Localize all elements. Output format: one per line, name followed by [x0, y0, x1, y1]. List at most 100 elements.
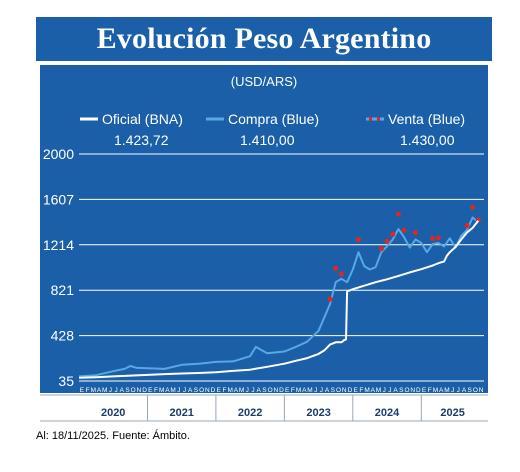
- x-month-label: S: [125, 387, 130, 394]
- x-month-label: A: [439, 387, 444, 394]
- x-month-label: M: [102, 387, 107, 394]
- x-month-label: S: [399, 387, 404, 394]
- x-month-label: M: [364, 387, 369, 394]
- x-month-label: A: [165, 387, 170, 394]
- x-month-label: E: [285, 387, 290, 394]
- venta-blue-point: [430, 235, 436, 241]
- legend-last-value: 1.410,00: [240, 132, 295, 148]
- x-year-label: 2025: [440, 407, 464, 419]
- x-month-label: J: [183, 387, 186, 394]
- x-month-label: D: [416, 387, 421, 394]
- legend-last-value: 1.430,00: [400, 132, 455, 148]
- x-year-label: 2023: [306, 407, 330, 419]
- x-month-label: E: [422, 387, 427, 394]
- x-month-label: N: [479, 387, 484, 394]
- x-month-label: N: [273, 387, 278, 394]
- venta-blue-point: [390, 231, 396, 237]
- x-month-label: N: [137, 387, 142, 394]
- legend-last-value: 1.423,72: [114, 132, 169, 148]
- x-month-label: M: [170, 387, 175, 394]
- venta-blue-point: [333, 265, 339, 271]
- x-month-label: F: [86, 387, 90, 394]
- y-tick-label: 1214: [43, 237, 74, 253]
- y-tick-label: 1607: [43, 191, 74, 207]
- series-lines: [78, 204, 481, 379]
- x-month-label: D: [142, 387, 147, 394]
- x-month-label: N: [342, 387, 347, 394]
- x-month-label: J: [457, 387, 460, 394]
- venta-blue-point: [401, 227, 407, 233]
- legend: Oficial (BNA) 1.423,72 Compra (Blue) 1.410,…: [80, 111, 465, 148]
- x-month-label: J: [251, 387, 254, 394]
- legend-label: Oficial (BNA): [102, 111, 183, 127]
- legend-label: Compra (Blue): [228, 111, 319, 127]
- x-month-label: J: [114, 387, 117, 394]
- grid: [79, 153, 484, 382]
- x-month-label: F: [291, 387, 295, 394]
- venta-blue-point: [338, 271, 344, 277]
- x-month-label: M: [444, 387, 449, 394]
- x-month-label: A: [234, 387, 239, 394]
- x-month-label: M: [376, 387, 381, 394]
- x-month-label: D: [348, 387, 353, 394]
- chart-panel: (USD/ARS) Oficial (BNA) 1.423,72 Compra (B…: [36, 61, 492, 428]
- y-tick-label: 428: [51, 328, 75, 344]
- x-month-label: J: [109, 387, 112, 394]
- x-month-label: A: [371, 387, 376, 394]
- x-month-label: E: [80, 387, 85, 394]
- chart-svg: (USD/ARS) Oficial (BNA) 1.423,72 Compra (B…: [40, 65, 488, 422]
- x-month-label: O: [268, 387, 273, 394]
- x-month-label: M: [307, 387, 312, 394]
- x-month-label: A: [302, 387, 307, 394]
- venta-blue-point: [378, 246, 384, 252]
- x-year-label: 2020: [101, 407, 125, 419]
- x-month-label: O: [404, 387, 409, 394]
- y-ticks: 35 428 821 1214 1607 2000: [43, 146, 74, 389]
- x-month-label: O: [199, 387, 204, 394]
- x-month-label: M: [91, 387, 96, 394]
- x-month-label: E: [148, 387, 153, 394]
- venta-blue-point: [435, 235, 441, 241]
- x-month-label: D: [279, 387, 284, 394]
- venta-blue-point: [395, 211, 401, 217]
- x-month-label: M: [433, 387, 438, 394]
- venta-blue-point: [384, 238, 390, 244]
- x-year-label: 2022: [238, 407, 262, 419]
- venta-blue-point: [412, 230, 419, 236]
- series-line-oficial-bna: [78, 220, 480, 379]
- title-banner: Evolución Peso Argentino: [36, 17, 492, 61]
- x-month-label: O: [131, 387, 136, 394]
- x-month-label: E: [217, 387, 222, 394]
- venta-blue-point: [470, 204, 476, 210]
- x-month-label: M: [296, 387, 301, 394]
- x-month-label: S: [194, 387, 199, 394]
- x-month-label: J: [388, 387, 391, 394]
- venta-blue-point: [327, 296, 333, 302]
- x-month-label: A: [325, 387, 330, 394]
- x-month-label: A: [393, 387, 398, 394]
- x-month-label: J: [383, 387, 386, 394]
- x-month-label: S: [331, 387, 336, 394]
- x-month-label: J: [314, 387, 317, 394]
- series-line-compra-blue: [78, 216, 479, 378]
- x-month-label: J: [320, 387, 323, 394]
- x-month-label: A: [97, 387, 102, 394]
- x-month-label: M: [239, 387, 244, 394]
- x-month-label: F: [359, 387, 363, 394]
- legend-label: Venta (Blue): [388, 111, 465, 127]
- x-month-label: S: [468, 387, 473, 394]
- plot-background: [40, 65, 488, 393]
- y-tick-label: 2000: [43, 146, 74, 162]
- x-month-label: A: [462, 387, 467, 394]
- x-month-label: A: [120, 387, 125, 394]
- x-month-label: J: [246, 387, 249, 394]
- venta-blue-point: [464, 223, 470, 229]
- x-month-label: F: [154, 387, 158, 394]
- x-month-label: M: [159, 387, 164, 394]
- x-month-label: A: [188, 387, 193, 394]
- chart-subtitle: (USD/ARS): [231, 74, 297, 89]
- chart-title: Evolución Peso Argentino: [96, 22, 432, 55]
- x-month-label: J: [177, 387, 180, 394]
- x-month-label: D: [211, 387, 216, 394]
